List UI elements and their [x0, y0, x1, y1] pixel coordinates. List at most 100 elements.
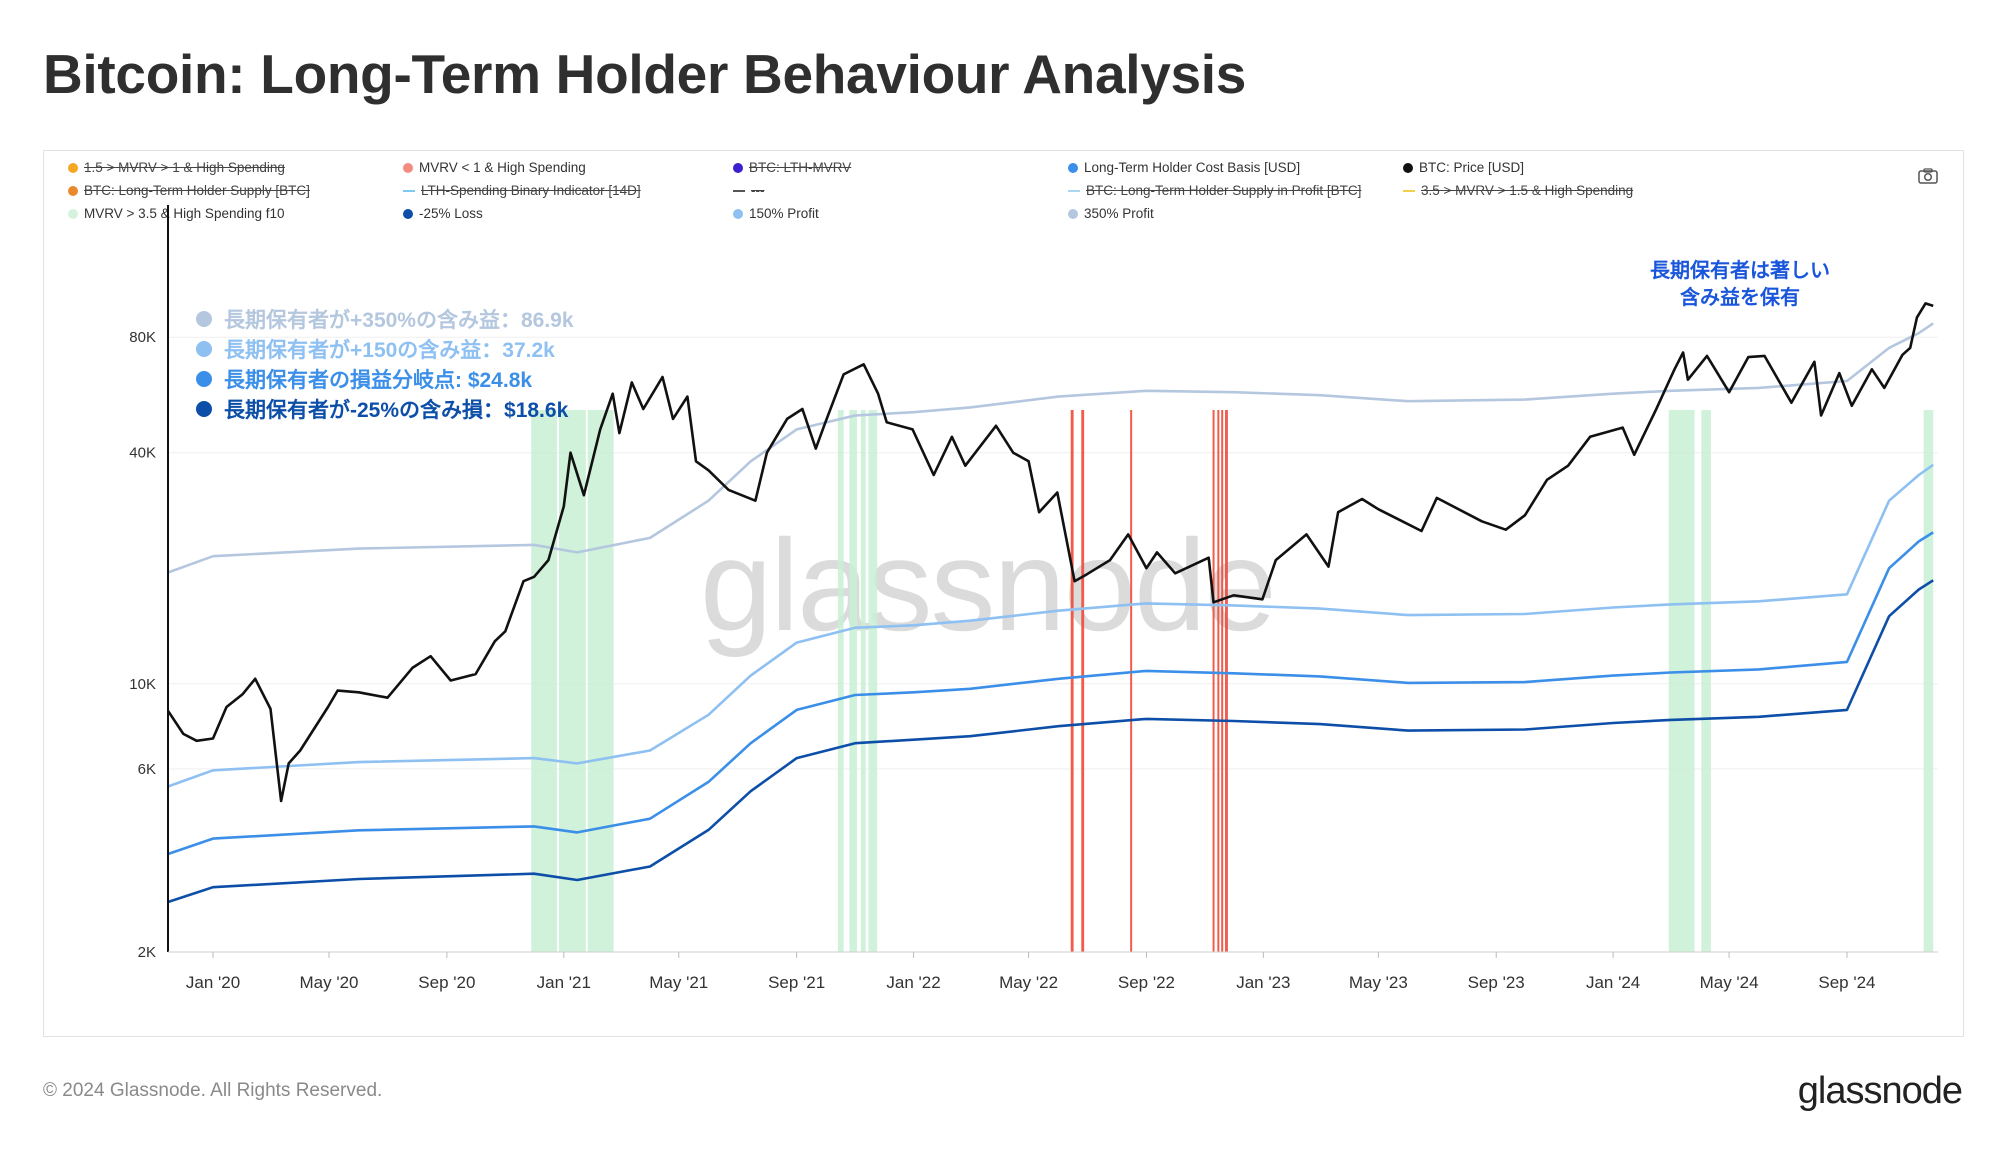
annotation-350-profit: 長期保有者が+350%の含み益：86.9k [196, 304, 574, 334]
x-tick-label: May '21 [649, 973, 708, 992]
legend-label: 150% Profit [749, 206, 819, 221]
chart-legend: 1.5 > MVRV > 1 & High Spending MVRV < 1 &… [68, 160, 1688, 232]
annotation-text: 長期保有者が+350%の含み益：86.9k [224, 309, 574, 332]
legend-item[interactable]: Long-Term Holder Cost Basis [USD] [1068, 160, 1300, 175]
legend-label: MVRV < 1 & High Spending [419, 160, 586, 175]
legend-label: BTC: Long-Term Holder Supply in Profit [… [1086, 183, 1362, 198]
chart-frame [43, 150, 1964, 1037]
x-tick-label: Sep '21 [768, 973, 825, 992]
y-tick-label: 40K [129, 445, 156, 462]
band-high-spending-profit [849, 410, 858, 952]
x-tick-label: May '23 [1349, 973, 1408, 992]
legend-item[interactable]: BTC: Price [USD] [1403, 160, 1524, 175]
legend-item[interactable]: --- [733, 183, 765, 198]
annotation-text: 長期保有者の損益分岐点: $24.8k [224, 369, 533, 392]
legend-item[interactable]: LTH-Spending Binary Indicator [14D] [403, 183, 641, 198]
legend-label: BTC: Long-Term Holder Supply [BTC] [84, 183, 310, 198]
x-tick-label: Jan '22 [886, 973, 940, 992]
x-tick-label: Jan '21 [537, 973, 591, 992]
annotation-150-profit: 長期保有者が+150の含み益：37.2k [196, 334, 555, 364]
series-line [167, 463, 1934, 788]
legend-swatch [403, 208, 413, 219]
legend-swatch [1403, 162, 1413, 173]
watermark: glassnode [700, 512, 1277, 658]
legend-label: LTH-Spending Binary Indicator [14D] [421, 183, 641, 198]
legend-swatch [1068, 162, 1078, 173]
legend-swatch [68, 208, 78, 219]
band-high-spending-loss [1081, 410, 1085, 952]
band-high-spending-profit [868, 410, 878, 952]
annotation-dot [196, 401, 212, 417]
legend-swatch [733, 208, 743, 219]
legend-item[interactable]: 3.5 > MVRV > 1.5 & High Spending [1403, 183, 1633, 198]
band-high-spending-loss [1130, 410, 1133, 952]
legend-item[interactable]: BTC: LTH-MVRV [733, 160, 851, 175]
x-tick-label: Jan '23 [1236, 973, 1290, 992]
x-tick-label: May '22 [999, 973, 1058, 992]
legend-label: BTC: Price [USD] [1419, 160, 1525, 175]
annotation-25-loss: 長期保有者が-25%の含み損：$18.6k [196, 394, 568, 424]
legend-item[interactable]: 150% Profit [733, 206, 819, 221]
annotation-dot [196, 371, 212, 387]
x-tick-label: Sep '24 [1818, 973, 1875, 992]
legend-label: 350% Profit [1084, 206, 1154, 221]
band-high-spending-profit [837, 410, 844, 952]
x-tick-label: Jan '24 [1586, 973, 1640, 992]
series-line [167, 531, 1934, 856]
legend-swatch [733, 189, 745, 192]
legend-item[interactable]: BTC: Long-Term Holder Supply in Profit [… [1068, 183, 1361, 198]
x-tick-label: Sep '23 [1468, 973, 1525, 992]
annotation-cost-basis: 長期保有者の損益分岐点: $24.8k [196, 364, 532, 394]
y-tick-label: 6K [138, 761, 156, 778]
legend-label: 3.5 > MVRV > 1.5 & High Spending [1421, 183, 1634, 198]
legend-swatch [403, 189, 415, 192]
legend-item[interactable]: BTC: Long-Term Holder Supply [BTC] [68, 183, 310, 198]
band-high-spending-profit [1668, 410, 1695, 952]
legend-swatch [68, 185, 78, 196]
band-high-spending-profit [1701, 410, 1711, 952]
series-line [167, 579, 1934, 904]
legend-swatch [1068, 208, 1078, 219]
annotation-text: 長期保有者が-25%の含み損：$18.6k [224, 399, 569, 422]
band-high-spending-loss [1225, 410, 1228, 952]
series-line [167, 322, 1934, 574]
copyright-text: © 2024 Glassnode. All Rights Reserved. [43, 1080, 383, 1101]
legend-item[interactable]: -25% Loss [403, 206, 483, 221]
callout-note: 長期保有者は著しい 含み益を保有 [1590, 258, 1890, 312]
camera-icon[interactable] [1918, 168, 1938, 184]
x-tick-label: Jan '20 [186, 973, 240, 992]
legend-label: 1.5 > MVRV > 1 & High Spending [84, 160, 285, 175]
x-tick-label: May '20 [299, 973, 358, 992]
legend-swatch [1068, 189, 1080, 192]
legend-item[interactable]: MVRV > 3.5 & High Spending f10 [68, 206, 285, 221]
legend-item[interactable]: 350% Profit [1068, 206, 1154, 221]
annotation-dot [196, 311, 212, 327]
page-title: Bitcoin: Long-Term Holder Behaviour Anal… [43, 43, 1247, 105]
legend-label: --- [751, 183, 765, 198]
y-tick-label: 2K [138, 944, 156, 961]
legend-swatch [733, 162, 743, 173]
series-line [166, 302, 1934, 803]
legend-item[interactable]: MVRV < 1 & High Spending [403, 160, 586, 175]
y-tick-label: 80K [129, 329, 156, 346]
legend-label: Long-Term Holder Cost Basis [USD] [1084, 160, 1301, 175]
x-tick-label: Sep '22 [1118, 973, 1175, 992]
band-high-spending-profit [531, 410, 558, 952]
band-high-spending-profit [860, 410, 866, 952]
annotation-text: 長期保有者が+150の含み益：37.2k [224, 339, 555, 362]
band-high-spending-profit [587, 410, 614, 952]
band-high-spending-loss [1221, 410, 1224, 952]
band-high-spending-profit [1923, 410, 1934, 952]
x-tick-label: Sep '20 [418, 973, 475, 992]
legend-label: MVRV > 3.5 & High Spending f10 [84, 206, 285, 221]
legend-label: -25% Loss [419, 206, 483, 221]
band-high-spending-loss [1212, 410, 1215, 952]
legend-label: BTC: LTH-MVRV [749, 160, 852, 175]
callout-line-2: 含み益を保有 [1680, 287, 1800, 309]
legend-swatch [1403, 189, 1415, 192]
legend-item[interactable]: 1.5 > MVRV > 1 & High Spending [68, 160, 285, 175]
legend-swatch [68, 162, 78, 173]
callout-line-1: 長期保有者は著しい [1650, 260, 1830, 282]
band-high-spending-loss [1217, 410, 1220, 952]
